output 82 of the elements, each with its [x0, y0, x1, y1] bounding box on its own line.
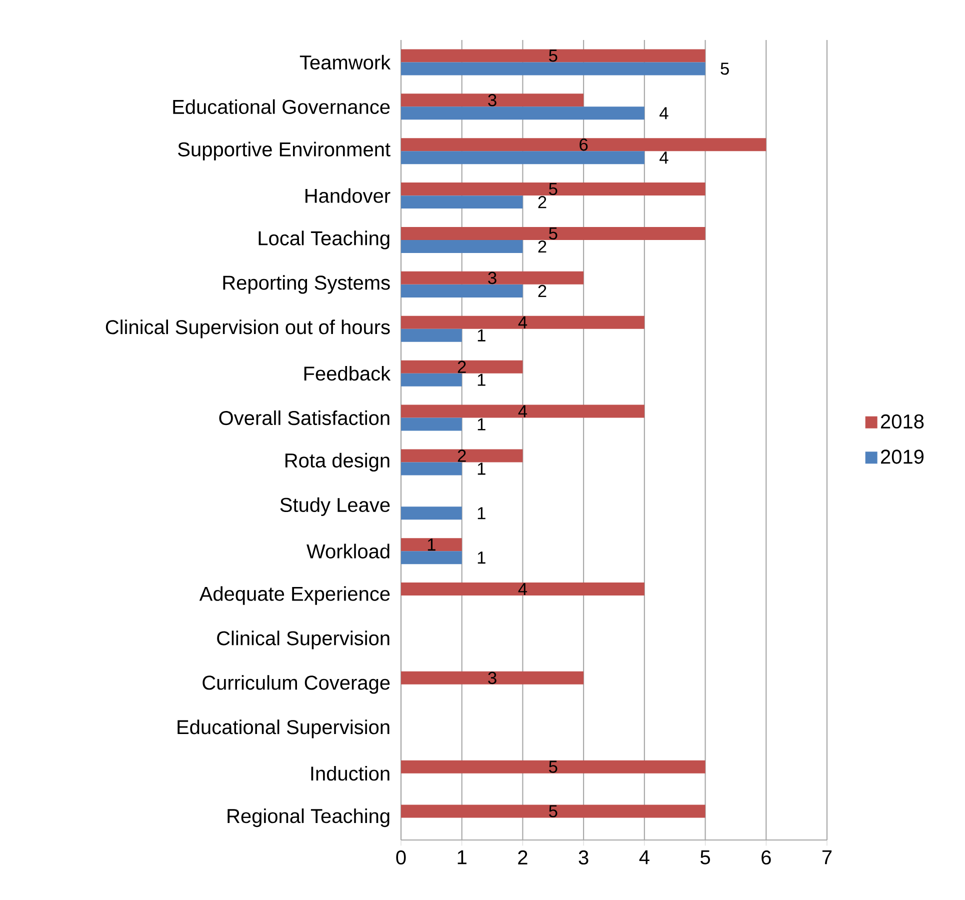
bar	[401, 49, 706, 62]
y-tick-label: Educational Governance	[173, 99, 390, 114]
bar	[401, 760, 706, 774]
bar	[401, 373, 462, 386]
x-tick-label: 3	[578, 850, 588, 865]
y-tick-label: Study Leave	[280, 497, 390, 516]
bar	[401, 62, 706, 76]
x-tick-label: 7	[822, 850, 832, 864]
data-label: 3	[488, 94, 496, 106]
bar	[401, 506, 462, 520]
x-tick-label: 0	[396, 850, 406, 865]
bar	[401, 240, 523, 254]
data-label: 5	[549, 805, 558, 818]
data-label: 4	[518, 583, 528, 596]
bar	[401, 538, 462, 552]
y-tick-label: Clinical Supervision out of hours	[106, 320, 390, 338]
data-label: 1	[428, 538, 436, 551]
y-tick-label: Reporting Systems	[223, 275, 390, 294]
data-label: 2	[458, 360, 466, 373]
x-tick-label: 1	[458, 850, 466, 864]
bar	[401, 582, 644, 596]
bar	[401, 551, 462, 564]
bar	[401, 404, 644, 418]
data-label: 1	[478, 552, 486, 564]
bar	[401, 328, 462, 342]
y-tick-label: Clinical Supervision	[217, 630, 390, 650]
data-label: 5	[720, 62, 729, 75]
data-label: 5	[549, 50, 558, 62]
data-label: 6	[580, 138, 588, 151]
bar	[401, 360, 523, 374]
data-label: 1	[478, 329, 486, 342]
x-tick-label: 4	[639, 850, 650, 864]
bar	[401, 196, 523, 209]
y-tick-label: Overall Satisfaction	[219, 410, 390, 426]
y-tick-label: Feedback	[304, 366, 391, 381]
bar	[401, 151, 644, 164]
data-label: 4	[660, 107, 668, 120]
data-label: 5	[549, 760, 558, 773]
data-label: 3	[488, 272, 496, 284]
data-label: 1	[478, 462, 486, 475]
data-label: 2	[538, 240, 546, 253]
y-tick-label: Regional Teaching	[228, 808, 390, 828]
data-label: 4	[518, 316, 528, 328]
bar	[401, 138, 766, 152]
bar	[401, 462, 462, 476]
data-label: 5	[549, 227, 558, 240]
data-label: 3	[488, 672, 496, 684]
data-label: 2	[538, 196, 546, 208]
data-label: 1	[478, 418, 486, 430]
y-tick-label: Supportive Environment	[178, 142, 390, 160]
bar	[401, 182, 706, 196]
data-label: 4	[660, 152, 668, 164]
x-tick-label: 5	[700, 850, 710, 864]
bar	[401, 449, 523, 462]
bar	[401, 94, 584, 107]
data-label: 1	[478, 374, 486, 386]
bar	[401, 418, 462, 431]
y-tick-label: Rota design	[285, 452, 390, 472]
data-label: 4	[518, 405, 528, 418]
data-label: 2	[538, 284, 546, 297]
y-tick-label: Handover	[306, 188, 390, 203]
bar	[401, 284, 523, 298]
x-tick-label: 6	[762, 850, 771, 865]
bar	[401, 316, 644, 329]
bar	[401, 804, 706, 818]
x-tick-label: 2	[518, 850, 528, 864]
y-tick-label: Curriculum Coverage	[202, 675, 390, 694]
y-tick-label: Teamwork	[300, 54, 391, 70]
legend-label: 2019	[881, 450, 924, 464]
y-tick-label: Adequate Experience	[199, 586, 390, 605]
y-tick-label: Induction	[311, 766, 390, 781]
y-tick-label: Workload	[306, 544, 390, 558]
bar	[401, 271, 584, 284]
y-tick-label: Local Teaching	[258, 230, 390, 250]
bar	[401, 226, 706, 240]
data-label: 2	[458, 450, 466, 462]
data-label: 1	[478, 507, 486, 520]
bar	[401, 671, 584, 684]
y-tick-label: Educational Supervision	[178, 720, 390, 738]
bar	[401, 106, 644, 120]
data-label: 5	[549, 183, 558, 196]
legend-label: 2018	[881, 414, 924, 429]
